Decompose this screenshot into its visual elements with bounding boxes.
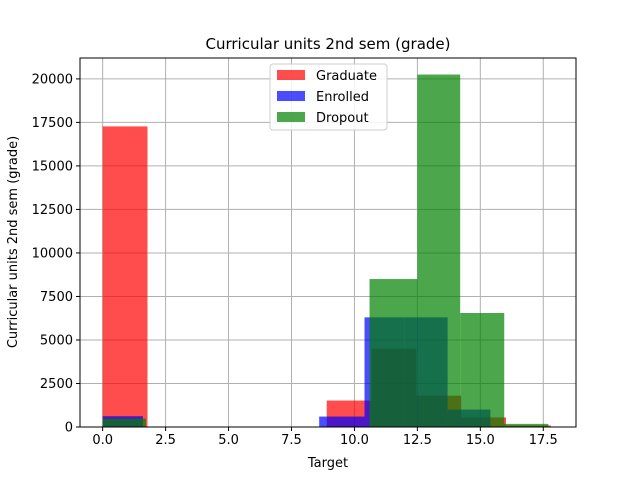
- y-axis-label: Curricular units 2nd sem (grade): [6, 136, 21, 348]
- x-tick-label: 10.0: [340, 433, 369, 448]
- chart-title: Curricular units 2nd sem (grade): [205, 35, 450, 53]
- dropout-bar: [460, 312, 505, 427]
- axis-ticks: 0.0 2.5 5.0 7.5 10.0 12.5 15.0 17.5 0 2500 5000 750…: [32, 72, 558, 448]
- x-tick-label: 15.0: [466, 433, 495, 448]
- dropout-legend-swatch: [277, 112, 305, 122]
- y-tick-label: 20000: [32, 72, 73, 87]
- x-tick-label: 17.5: [529, 433, 558, 448]
- x-tick-label: 7.5: [281, 433, 302, 448]
- dropout-bar: [102, 418, 146, 427]
- y-tick-label: 7500: [40, 290, 73, 305]
- y-tick-label: 5000: [40, 333, 73, 348]
- x-tick-label: 0.0: [92, 433, 113, 448]
- plot-frame: [79, 57, 577, 428]
- dropout-bar: [369, 279, 418, 427]
- x-tick-label: 12.5: [403, 433, 432, 448]
- graduate-bar: [102, 126, 148, 428]
- x-tick-label: 5.0: [218, 433, 239, 448]
- enrolled-legend-label: Enrolled: [316, 90, 369, 105]
- y-tick-label: 17500: [32, 116, 73, 131]
- y-tick-label: 0: [65, 421, 73, 436]
- y-tick-label: 2500: [40, 377, 73, 392]
- y-tick-label: 12500: [32, 203, 73, 218]
- dropout-bar: [504, 423, 549, 427]
- graduate-legend-swatch: [277, 70, 305, 80]
- dropout-bar: [417, 74, 461, 428]
- graduate-legend-label: Graduate: [316, 69, 377, 84]
- enrolled-bar: [319, 416, 365, 427]
- dropout-legend-label: Dropout: [316, 111, 369, 126]
- x-axis-label: Target: [307, 456, 348, 471]
- histogram-bars: [102, 74, 551, 428]
- x-tick-label: 2.5: [155, 433, 176, 448]
- y-tick-label: 10000: [32, 246, 73, 261]
- y-tick-label: 15000: [32, 159, 73, 174]
- legend: Graduate Enrolled Dropout: [269, 63, 388, 131]
- enrolled-legend-swatch: [277, 91, 305, 101]
